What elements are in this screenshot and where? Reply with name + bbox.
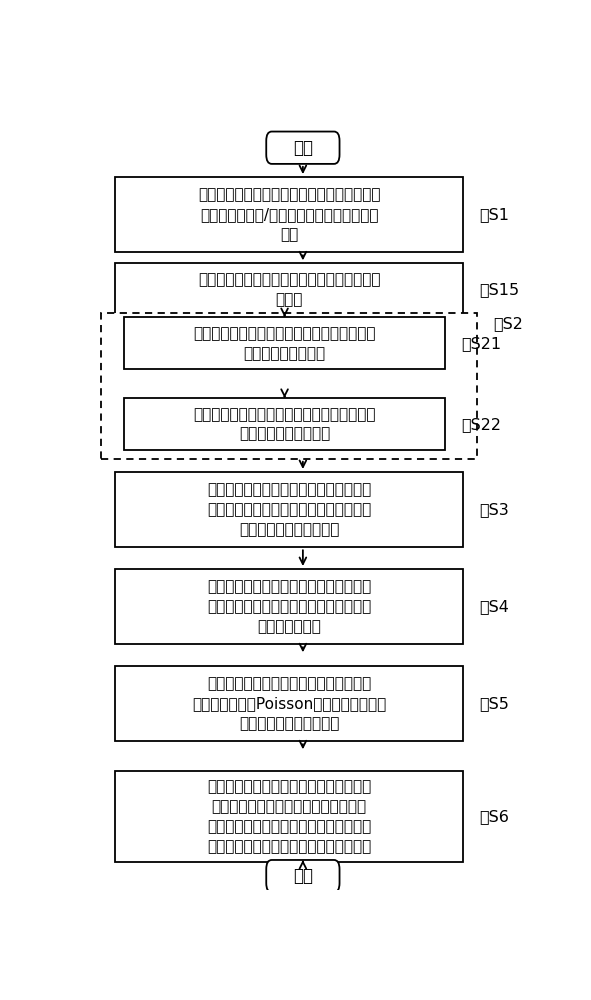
- Text: 根据放射线探头的转动时间与同位素的半衰期
校正影像的同位素衰减: 根据放射线探头的转动时间与同位素的半衰期 校正影像的同位素衰减: [193, 407, 376, 442]
- Text: 〜S22: 〜S22: [461, 417, 501, 432]
- Text: 〜S21: 〜S21: [461, 336, 501, 351]
- Bar: [124, 317, 445, 369]
- Text: 〜S15: 〜S15: [479, 282, 519, 297]
- Bar: [115, 177, 463, 252]
- Text: 结束: 结束: [293, 867, 313, 885]
- FancyBboxPatch shape: [266, 860, 339, 892]
- Bar: [115, 569, 463, 644]
- Text: 〜S5: 〜S5: [479, 696, 509, 711]
- Bar: [115, 666, 463, 741]
- Text: 通过自点源移动测量建立点扩散函数矩阵
并将点扩散函数矩阵予以迭代整合重建而
重新恢复分辨率: 通过自点源移动测量建立点扩散函数矩阵 并将点扩散函数矩阵予以迭代整合重建而 重新…: [207, 579, 371, 634]
- Text: 通过单光子放射计算机断层摄影或单光子放射
计算机断层摄影/计算机断层摄影拍摄患者的
影像: 通过单光子放射计算机断层摄影或单光子放射 计算机断层摄影/计算机断层摄影拍摄患者…: [198, 187, 381, 242]
- Text: 通过转换计算机断层摄影影像以及放射性
核素影像而计算经散射校正的影像的每个
放射影像像素的衰减系数: 通过转换计算机断层摄影影像以及放射性 核素影像而计算经散射校正的影像的每个 放射…: [207, 482, 371, 537]
- Text: 〜S6: 〜S6: [479, 809, 509, 824]
- FancyBboxPatch shape: [266, 132, 339, 164]
- Text: 开始: 开始: [293, 139, 313, 157]
- Bar: [102, 312, 477, 459]
- Text: 根据浓度影像射线关系，计算出经去除噪
声的影像的感兴趣区所对应的同位素浓
度，并根据患者体重以及施加于患者的同
位素的剂量计算出患者的肿瘤标准摄取值: 根据浓度影像射线关系，计算出经去除噪 声的影像的感兴趣区所对应的同位素浓 度，并…: [207, 780, 371, 854]
- Bar: [124, 398, 445, 450]
- Text: 〜S3: 〜S3: [479, 502, 509, 517]
- Text: 校正扫描中的患者移动以及校正扫描之间的患
者移动: 校正扫描中的患者移动以及校正扫描之间的患 者移动: [198, 272, 381, 307]
- Bar: [115, 771, 463, 862]
- Bar: [115, 263, 463, 316]
- Text: 将经影像重建的影像经由分析噪声滤波器
以及一卜瓦松（Poisson）仿真器予以迭代
整合重建以去除影像噪声: 将经影像重建的影像经由分析噪声滤波器 以及一卜瓦松（Poisson）仿真器予以迭…: [192, 676, 387, 731]
- Text: 〜S2: 〜S2: [493, 317, 523, 332]
- Text: 通过得自光峰能窗的原始投影减去散射分量而
校正影像的散射分量: 通过得自光峰能窗的原始投影减去散射分量而 校正影像的散射分量: [193, 326, 376, 361]
- Bar: [115, 472, 463, 547]
- Text: 〜S4: 〜S4: [479, 599, 509, 614]
- Text: 〜S1: 〜S1: [479, 207, 509, 222]
